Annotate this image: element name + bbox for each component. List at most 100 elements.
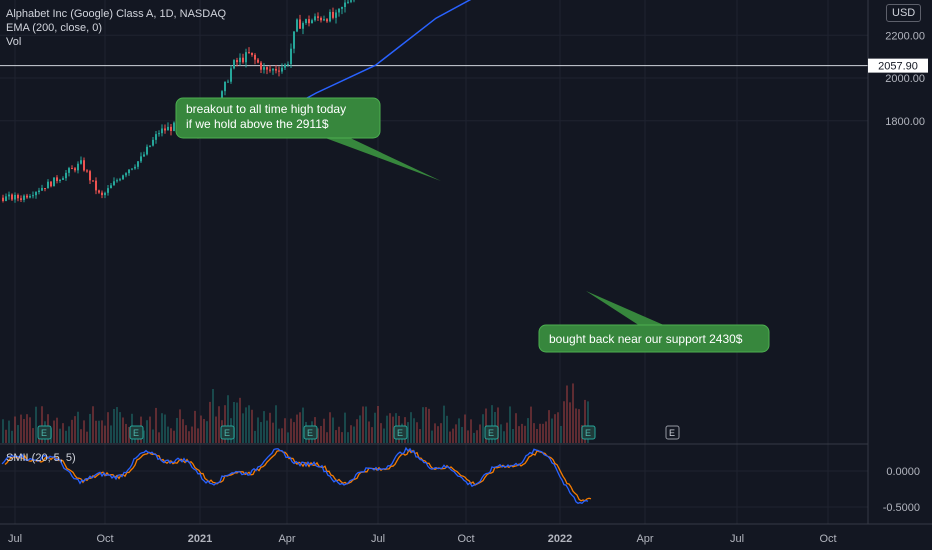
candle-body-102 — [308, 19, 310, 24]
candle-body-55 — [167, 126, 169, 131]
volume-bar-64 — [194, 410, 196, 443]
volume-bar-63 — [191, 426, 193, 443]
volume-bar-13 — [41, 406, 43, 443]
candle-body-25 — [77, 163, 79, 171]
candle-body-39 — [119, 179, 121, 181]
volume-bar-86 — [260, 422, 262, 443]
candle-body-96 — [290, 48, 292, 65]
currency-button[interactable]: USD — [886, 4, 922, 22]
candle-body-48 — [146, 146, 148, 155]
volume-legend: Vol — [6, 36, 22, 48]
volume-bar-178 — [536, 428, 538, 443]
volume-bar-124 — [374, 412, 376, 443]
candle-body-53 — [161, 128, 163, 134]
earnings-marker-7 — [665, 425, 680, 440]
volume-bar-48 — [146, 420, 148, 443]
candle-body-31 — [95, 180, 97, 191]
candle-body-6 — [20, 198, 22, 200]
candle-body-88 — [266, 67, 268, 70]
volume-bar-18 — [56, 417, 58, 443]
volume-bar-128 — [386, 415, 388, 443]
volume-bar-173 — [521, 423, 523, 443]
candle-body-1 — [5, 196, 7, 201]
candle-body-108 — [326, 19, 328, 22]
volume-bar-95 — [287, 432, 289, 443]
volume-bar-53 — [161, 413, 163, 443]
annotation-text-0-1: if we hold above the 2911$ — [186, 117, 329, 131]
volume-bar-184 — [554, 414, 556, 443]
volume-bar-139 — [419, 429, 421, 443]
volume-bar-80 — [242, 413, 244, 443]
candle-body-14 — [44, 188, 46, 190]
candle-body-98 — [296, 19, 298, 32]
candle-body-113 — [341, 7, 343, 9]
volume-bar-138 — [416, 422, 418, 443]
candle-body-16 — [50, 181, 52, 187]
candle-body-91 — [275, 68, 277, 71]
candle-body-77 — [233, 60, 235, 69]
volume-bar-33 — [101, 420, 103, 443]
volume-bar-113 — [341, 432, 343, 443]
candle-body-97 — [293, 31, 295, 49]
volume-bar-192 — [578, 409, 580, 443]
volume-bar-146 — [440, 423, 442, 443]
volume-bar-81 — [245, 407, 247, 443]
volume-bar-182 — [548, 410, 550, 443]
volume-bar-94 — [284, 418, 286, 443]
candle-body-76 — [230, 68, 232, 82]
candle-body-38 — [116, 180, 118, 182]
volume-bar-151 — [455, 424, 457, 443]
candle-body-19 — [59, 179, 61, 182]
volume-bar-51 — [155, 407, 157, 443]
volume-bar-66 — [200, 415, 202, 443]
earnings-marker-label-6: E — [585, 428, 591, 438]
candle-body-23 — [71, 168, 73, 170]
volume-bar-52 — [158, 432, 160, 443]
volume-bar-169 — [509, 406, 511, 443]
candle-body-10 — [32, 195, 34, 197]
volume-bar-120 — [362, 406, 364, 443]
volume-bar-27 — [83, 420, 85, 443]
volume-bar-117 — [353, 426, 355, 443]
candle-body-46 — [140, 156, 142, 162]
volume-bar-168 — [506, 422, 508, 443]
candle-body-12 — [38, 190, 40, 193]
annotation-text-1-0: bought back near our support 2430$ — [549, 332, 743, 346]
annotation-box-1 — [538, 324, 770, 353]
volume-bar-176 — [530, 406, 532, 443]
volume-bar-7 — [23, 419, 25, 443]
volume-bar-20 — [62, 423, 64, 443]
candle-body-83 — [251, 52, 253, 55]
volume-bar-177 — [533, 423, 535, 443]
candle-body-99 — [299, 19, 301, 29]
price-tick-label-1: 2000.00 — [885, 73, 925, 85]
candle-body-79 — [239, 57, 241, 63]
level-tag-label-3: 2057.90 — [878, 61, 918, 73]
candle-body-105 — [317, 16, 319, 18]
candle-body-33 — [101, 192, 103, 196]
candle-body-52 — [158, 133, 160, 135]
volume-bar-149 — [449, 431, 451, 443]
candle-body-82 — [248, 52, 250, 54]
volume-bar-148 — [446, 415, 448, 443]
volume-bar-30 — [92, 406, 94, 443]
volume-bar-9 — [29, 417, 31, 443]
volume-bar-69 — [209, 401, 211, 443]
volume-bar-154 — [464, 414, 466, 443]
candle-body-11 — [35, 192, 37, 196]
earnings-marker-2 — [220, 425, 235, 440]
volume-bar-74 — [224, 405, 226, 443]
candle-body-50 — [152, 139, 154, 146]
volume-bar-84 — [254, 430, 256, 443]
volume-bar-24 — [74, 416, 76, 443]
candle-body-57 — [173, 122, 175, 131]
volume-bar-90 — [272, 422, 274, 443]
volume-bar-167 — [503, 431, 505, 443]
candle-body-29 — [89, 171, 91, 181]
volume-bar-34 — [104, 425, 106, 443]
volume-bar-122 — [368, 421, 370, 443]
candle-body-89 — [269, 69, 271, 71]
volume-bar-28 — [86, 431, 88, 443]
candle-body-44 — [134, 166, 136, 169]
